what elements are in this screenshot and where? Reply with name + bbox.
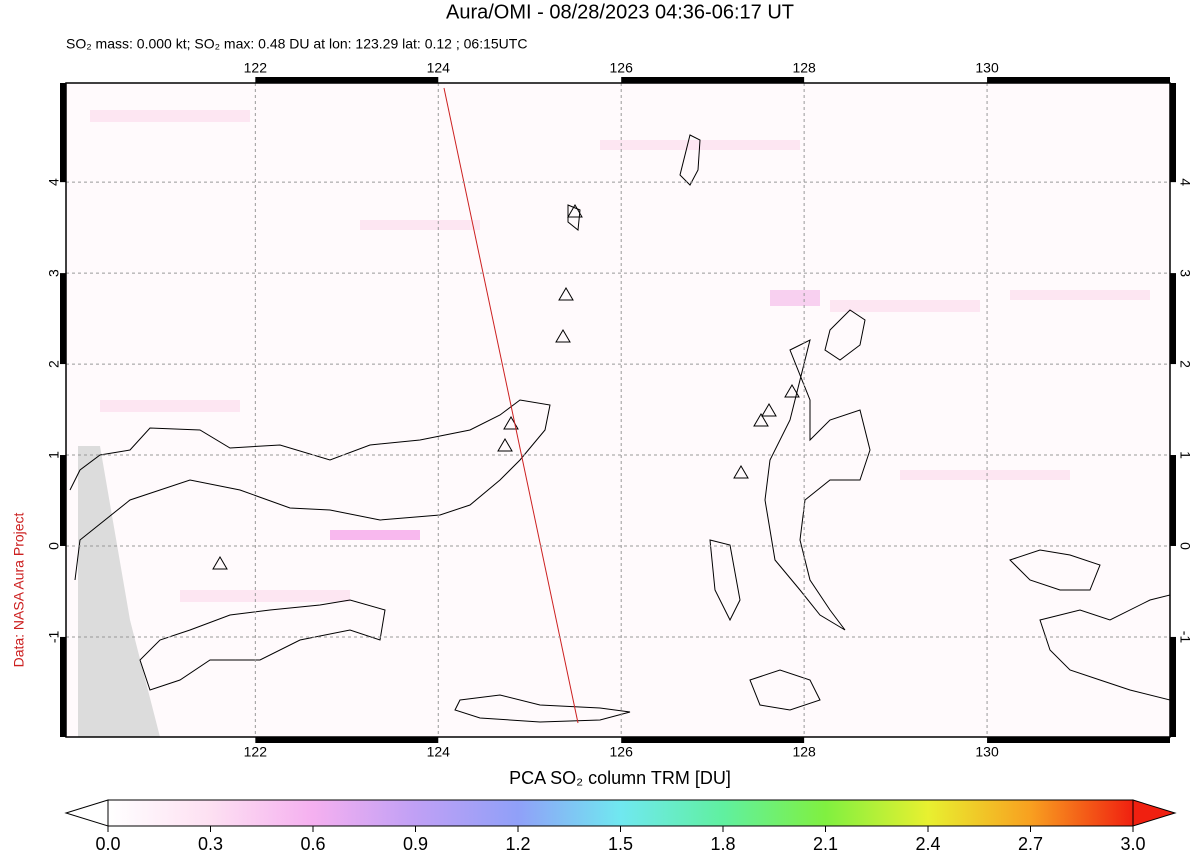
colorbar-tick-label: 2.1 bbox=[813, 834, 838, 854]
y-tick-label: 2 bbox=[46, 360, 62, 368]
frame-bar bbox=[1170, 636, 1176, 737]
colorbar-tick-label: 2.4 bbox=[915, 834, 940, 854]
plot-area bbox=[66, 83, 1170, 737]
y-tick-label: 3 bbox=[46, 269, 62, 277]
colorbar-tick-label: 1.5 bbox=[608, 834, 633, 854]
frame-bar bbox=[987, 77, 1170, 83]
colorbar-arrow-low bbox=[64, 799, 109, 827]
y-tick-label: 1 bbox=[1177, 451, 1193, 459]
x-tick-label: 128 bbox=[792, 60, 816, 76]
colorbar-label: PCA SO₂ column TRM [DU] bbox=[509, 768, 731, 788]
frame-bar bbox=[255, 77, 439, 83]
x-tick-label: 128 bbox=[792, 744, 816, 760]
credit: Data: NASA Aura Project bbox=[11, 512, 27, 667]
y-tick-label: 4 bbox=[46, 178, 62, 186]
y-tick-label: 0 bbox=[46, 542, 62, 550]
x-tick-label: 124 bbox=[427, 744, 451, 760]
colorbar-tick-label: 2.7 bbox=[1018, 834, 1043, 854]
x-tick-label: 130 bbox=[975, 60, 999, 76]
colorbar-tick-label: 1.8 bbox=[710, 834, 735, 854]
x-tick-label: 126 bbox=[610, 744, 634, 760]
colorbar-tick-label: 0.0 bbox=[95, 834, 120, 854]
orbit-track bbox=[443, 87, 579, 724]
coastlines bbox=[69, 134, 1170, 723]
colorbar-tick-label: 0.6 bbox=[300, 834, 325, 854]
title: Aura/OMI - 08/28/2023 04:36-06:17 UT bbox=[446, 1, 794, 23]
colorbar-arrow-high bbox=[1132, 799, 1177, 827]
frame-bar bbox=[1170, 83, 1176, 183]
no-data-area bbox=[78, 446, 160, 737]
frame-bar bbox=[60, 636, 66, 737]
colorbar bbox=[107, 799, 1134, 827]
frame-bar bbox=[60, 273, 66, 365]
frame-bar bbox=[1170, 273, 1176, 365]
frame-bar bbox=[60, 83, 66, 183]
y-tick-label: 4 bbox=[1177, 178, 1193, 186]
frame-bar bbox=[621, 737, 805, 743]
map-layer bbox=[69, 87, 1170, 737]
y-tick-label: 2 bbox=[1177, 360, 1193, 368]
x-tick-label: 122 bbox=[244, 60, 268, 76]
y-tick-label: 3 bbox=[1177, 269, 1193, 277]
x-tick-label: 124 bbox=[427, 60, 451, 76]
frame-bar bbox=[987, 737, 1170, 743]
frame-bar bbox=[255, 737, 439, 743]
subtitle: SO₂ mass: 0.000 kt; SO₂ max: 0.48 DU at … bbox=[66, 36, 527, 52]
x-tick-label: 130 bbox=[975, 744, 999, 760]
x-tick-label: 122 bbox=[244, 744, 268, 760]
colorbar-tick-label: 0.9 bbox=[403, 834, 428, 854]
colorbar-tick-label: 3.0 bbox=[1120, 834, 1145, 854]
y-tick-label: 1 bbox=[46, 451, 62, 459]
frame-bar bbox=[621, 77, 805, 83]
x-tick-label: 126 bbox=[610, 60, 634, 76]
colorbar-tick-label: 0.3 bbox=[198, 834, 223, 854]
colorbar-tick-label: 1.2 bbox=[505, 834, 530, 854]
frame-bar bbox=[1170, 455, 1176, 546]
y-tick-label: -1 bbox=[46, 631, 62, 644]
y-tick-label: -1 bbox=[1177, 631, 1193, 644]
y-tick-label: 0 bbox=[1177, 542, 1193, 550]
frame-bar bbox=[60, 455, 66, 546]
plot-frame bbox=[65, 82, 1171, 738]
